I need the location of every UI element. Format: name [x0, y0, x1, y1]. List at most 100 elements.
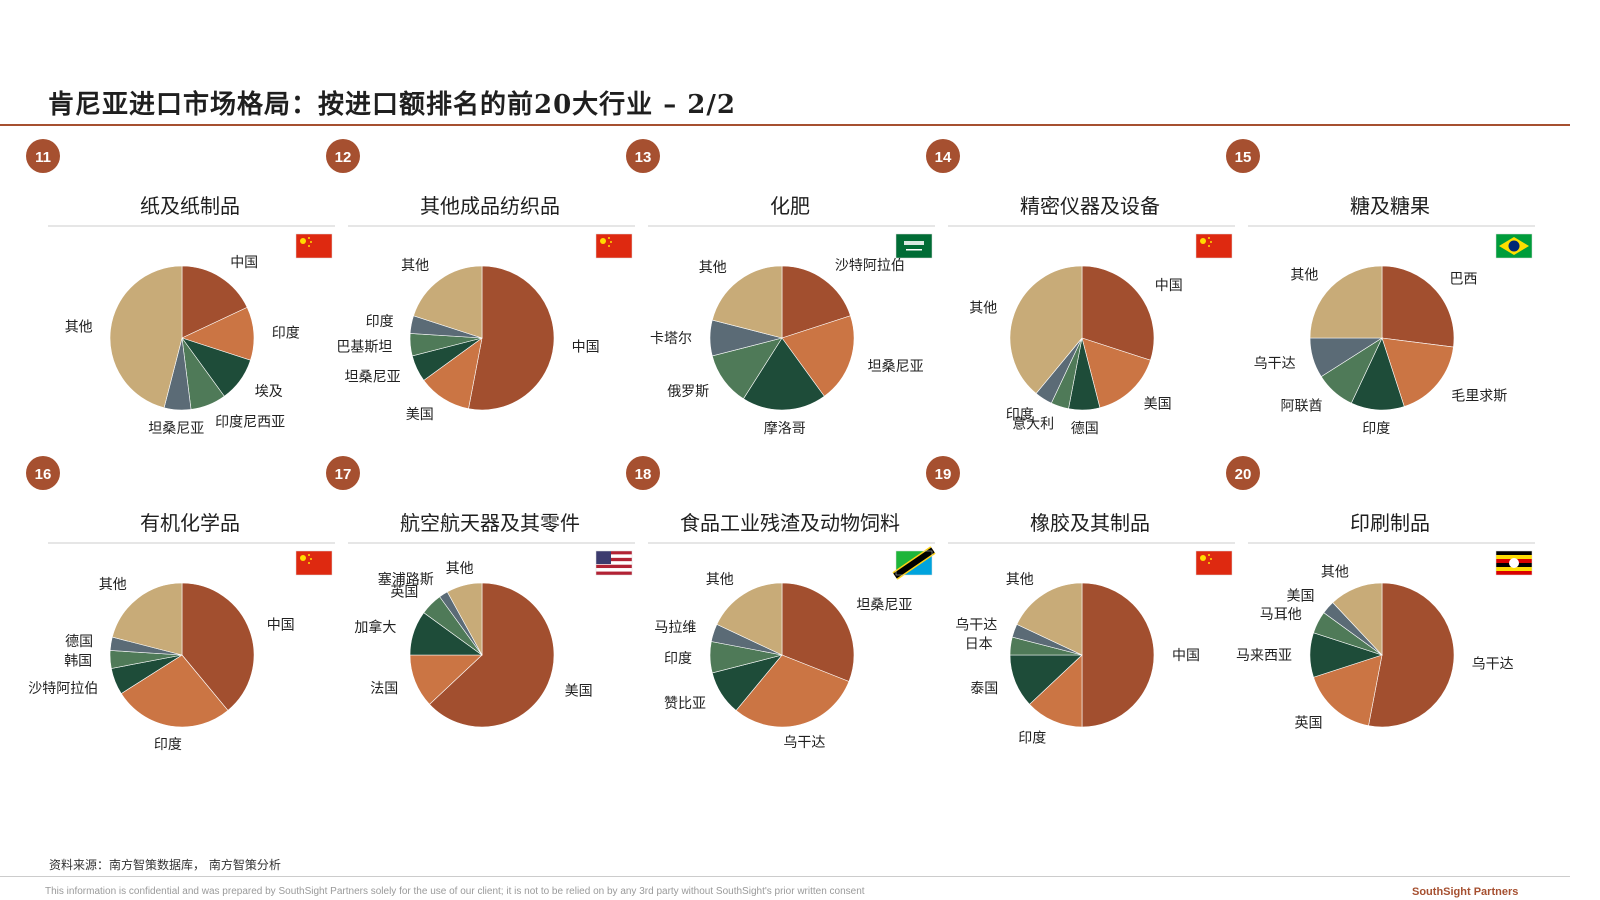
pie-slice: [446, 582, 483, 656]
pie-slice-label: 乌干达: [1472, 657, 1514, 673]
flag-brazil-icon: [1495, 233, 1533, 259]
chart-number-badge: [626, 139, 660, 173]
pie-slice: [1313, 654, 1383, 727]
pie-slice-label: 其他: [1321, 564, 1349, 580]
pie-slice-label: 巴基斯坦: [336, 339, 392, 356]
pie-slice-label: 中国: [267, 618, 295, 634]
pie-slice-label: 英国: [390, 583, 418, 600]
pie-slice-label: 毛里求斯: [1451, 388, 1507, 404]
pie-slice-label: 英国: [1295, 715, 1323, 732]
pie-slice: [109, 265, 183, 409]
pie-slice: [181, 582, 255, 711]
pie-slice-label: 日本: [965, 637, 993, 653]
pie-slice: [781, 315, 855, 397]
chart-title-11: 纸及纸制品: [140, 194, 240, 218]
chart-number-badge: [26, 456, 60, 490]
pie-slice-label: 其他: [99, 577, 127, 593]
chart-title-12: 其他成品纺织品: [420, 194, 560, 218]
pie-slice: [1381, 265, 1455, 348]
pie-slice-label: 其他: [706, 572, 734, 588]
pie-slice: [181, 265, 248, 339]
flag-uganda-icon: [1495, 550, 1533, 576]
pie-slice: [413, 265, 483, 339]
pie-slice-label: 中国: [1172, 648, 1200, 664]
pie-slice-label: 加拿大: [354, 619, 396, 636]
flag-tanzania-icon: [892, 546, 936, 580]
pie-slice: [1029, 654, 1083, 728]
pie-slice: [711, 265, 783, 339]
pie-slice: [1081, 265, 1155, 361]
pie-slice-label: 马拉维: [654, 620, 696, 636]
flag-china-icon: [295, 233, 333, 259]
pie-slice-label: 韩国: [64, 654, 92, 670]
page-title: 肯尼亚进口市场格局：按进口额排名的前20大行业 – 2/2: [48, 90, 736, 120]
chart-number-15: 15: [1235, 149, 1252, 166]
pie-slice-label: 法国: [370, 681, 398, 697]
pie-slice: [1009, 265, 1083, 394]
chart-number-badge: [1226, 456, 1260, 490]
pie-slice-label: 乌干达: [955, 618, 997, 634]
chart-number-badge: [26, 139, 60, 173]
pie-slice-label: 马耳他: [1260, 607, 1302, 623]
chart-title-15: 糖及糖果: [1350, 194, 1430, 218]
chart-title-14: 精密仪器及设备: [1020, 194, 1160, 218]
pie-slice-label: 印度尼西亚: [215, 415, 285, 431]
pie-slice: [1016, 582, 1083, 656]
pie-slice-label: 印度: [664, 651, 692, 667]
pie-slice-label: 摩洛哥: [764, 420, 806, 437]
chart-title-20: 印刷制品: [1350, 511, 1430, 535]
chart-number-19: 19: [935, 466, 952, 483]
pie-slice: [1309, 265, 1383, 339]
pie-slice-label: 印度: [366, 314, 394, 330]
pie-slice-label: 坦桑尼亚: [868, 359, 924, 375]
pie-slice-label: 其他: [1290, 267, 1318, 283]
pie-slice-label: 埃及: [255, 384, 283, 400]
pie-slice-label: 印度: [1362, 421, 1390, 437]
pie-slice: [111, 582, 183, 656]
chart-title-16: 有机化学品: [140, 511, 240, 535]
brand-logo-text: SouthSight Partners: [1412, 886, 1519, 898]
footer-divider: [0, 876, 1570, 877]
pie-slice-label: 美国: [1287, 589, 1315, 605]
pie-slice: [735, 654, 850, 728]
pie-slice-label: 坦桑尼亚: [148, 421, 204, 437]
pie-slice-label: 印度: [154, 737, 182, 753]
pie-slice-label: 赞比亚: [664, 696, 706, 712]
chart-title-17: 航空航天器及其零件: [400, 511, 580, 535]
pie-slice: [1332, 582, 1383, 656]
chart-number-badge: [926, 139, 960, 173]
pie-slice: [1081, 337, 1151, 409]
pie-slice: [1381, 337, 1454, 407]
pie-slice: [1368, 582, 1455, 728]
flag-saudi-icon: [895, 233, 933, 259]
flag-china-icon: [1195, 550, 1233, 576]
flag-china-icon: [295, 550, 333, 576]
pie-slice-label: 巴西: [1450, 272, 1478, 288]
pie-slice-label: 其他: [969, 301, 997, 317]
title-divider: [0, 124, 1570, 126]
chart-number-13: 13: [635, 149, 652, 166]
pie-slice-label: 德国: [65, 634, 93, 650]
chart-number-badge: [1226, 139, 1260, 173]
pie-slice-label: 印度: [1006, 407, 1034, 423]
chart-number-11: 11: [35, 149, 51, 166]
pie-slice: [120, 654, 229, 728]
pie-slice-label: 中国: [1155, 278, 1183, 294]
pie-slice-label: 美国: [406, 407, 434, 423]
pie-slice-label: 中国: [572, 340, 600, 356]
pie-slice-label: 马来西亚: [1236, 648, 1292, 664]
pie-slice-label: 其他: [401, 258, 429, 274]
pie-slice-label: 其他: [1006, 572, 1034, 588]
pie-slice-label: 美国: [1144, 397, 1172, 413]
pie-slice-label: 乌干达: [783, 735, 825, 751]
pie-slice-label: 阿联酋: [1281, 398, 1323, 415]
